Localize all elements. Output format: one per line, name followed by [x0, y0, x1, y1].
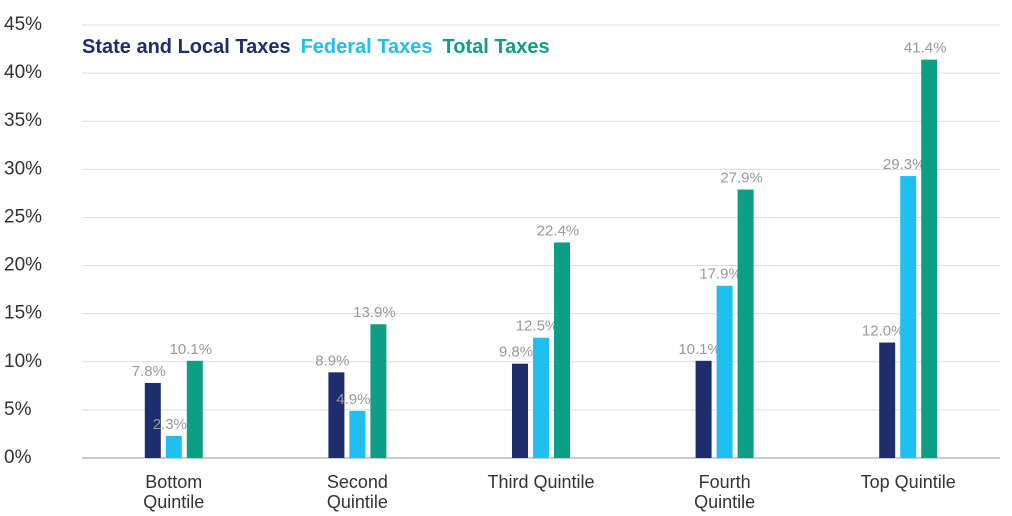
bar — [900, 176, 917, 458]
bar — [737, 189, 754, 459]
bar — [512, 363, 528, 458]
bar — [328, 372, 345, 458]
y-tick-label: 10% — [4, 351, 42, 372]
value-label: 8.9% — [315, 352, 349, 369]
bar — [695, 360, 712, 458]
bar — [533, 337, 549, 458]
bar — [370, 324, 387, 458]
y-tick-label: 25% — [4, 206, 42, 227]
y-tick-label: 35% — [4, 110, 42, 131]
value-label: 10.1% — [170, 341, 213, 358]
x-tick-label: Bottom Quintile — [143, 472, 205, 512]
bar — [879, 342, 896, 458]
legend-entry: State and Local Taxes — [82, 36, 291, 58]
bar — [186, 360, 203, 458]
y-tick-label: 0% — [4, 447, 32, 468]
x-tick-label: Second Quintile — [326, 472, 388, 512]
y-tick-label: 20% — [4, 255, 42, 276]
value-label: 41.4% — [904, 40, 947, 57]
value-label: 2.3% — [153, 416, 187, 433]
value-label: 7.8% — [132, 363, 166, 380]
value-label: 27.9% — [720, 170, 763, 187]
y-tick-label: 5% — [4, 399, 32, 420]
value-label: 17.9% — [699, 266, 742, 283]
y-tick-label: 40% — [4, 62, 42, 83]
x-tick-label: Fourth Quintile — [694, 472, 756, 512]
bar — [716, 285, 733, 458]
bar — [921, 59, 938, 458]
y-tick-label: 30% — [4, 158, 42, 179]
value-label: 12.0% — [862, 323, 905, 340]
legend-entry: Total Taxes — [443, 36, 550, 58]
value-label: 9.8% — [499, 344, 533, 361]
bar — [554, 242, 570, 458]
legend: State and Local Taxes Federal Taxes Total … — [82, 36, 550, 58]
bar — [165, 435, 182, 458]
y-tick-label: 45% — [4, 14, 42, 35]
bar — [144, 382, 161, 458]
value-label: 13.9% — [353, 304, 396, 321]
value-label: 29.3% — [883, 156, 926, 173]
value-label: 12.5% — [516, 318, 559, 335]
value-label: 22.4% — [537, 222, 580, 239]
value-label: 4.9% — [336, 391, 370, 408]
value-label: 10.1% — [678, 341, 721, 358]
bar — [349, 410, 366, 458]
y-tick-label: 15% — [4, 303, 42, 324]
x-tick-label: Top Quintile — [860, 472, 956, 492]
x-tick-label: Third Quintile — [487, 472, 595, 492]
legend-entry: Federal Taxes — [301, 36, 433, 58]
